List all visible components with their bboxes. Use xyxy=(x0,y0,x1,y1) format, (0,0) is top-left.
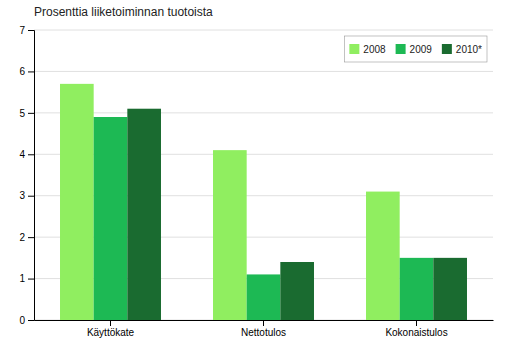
bar xyxy=(94,117,128,320)
legend: 2008 2009 2010* xyxy=(344,36,487,62)
legend-swatch xyxy=(442,44,452,54)
tick: 3 xyxy=(19,190,34,201)
tick-mark xyxy=(28,30,34,31)
series xyxy=(60,84,400,320)
tick-mark xyxy=(28,196,34,197)
legend-item: 2009 xyxy=(396,44,433,55)
bar xyxy=(247,274,281,320)
tick-mark xyxy=(28,71,34,72)
bar xyxy=(60,84,94,320)
legend-frame xyxy=(344,36,487,62)
y-axis: 0 1 2 3 4 5 6 7 xyxy=(19,25,34,326)
tick-mark xyxy=(28,279,34,280)
tick-label: Käyttökate xyxy=(87,327,135,338)
tick-label: 0 xyxy=(19,315,25,326)
bar xyxy=(213,150,247,320)
tick-label: Nettotulos xyxy=(241,327,286,338)
tick: 6 xyxy=(19,66,34,77)
tick: 5 xyxy=(19,108,34,119)
tick-label: 4 xyxy=(19,149,25,160)
tick-label: 6 xyxy=(19,66,25,77)
legend-swatch xyxy=(396,44,406,54)
tick: 0 xyxy=(19,315,34,326)
tick-label: 2 xyxy=(19,232,25,243)
tick-label: 5 xyxy=(19,108,25,119)
grid-line xyxy=(34,71,493,72)
tick: Nettotulos xyxy=(241,320,286,338)
tick-mark xyxy=(28,237,34,238)
bar xyxy=(280,262,314,320)
x-axis: Käyttökate Nettotulos Kokonaistulos xyxy=(35,320,494,338)
axis-line xyxy=(28,31,35,321)
tick: 4 xyxy=(19,149,34,160)
tick-mark xyxy=(263,320,264,326)
chart: Käyttökate Nettotulos Kokonaistulos 0 1 2 3 4 5 6… xyxy=(0,0,507,348)
tick-label: Kokonaistulos xyxy=(385,327,447,338)
tick: 1 xyxy=(19,273,34,284)
tick-label: 1 xyxy=(19,273,25,284)
bar xyxy=(400,258,434,320)
legend-item: 2008 xyxy=(349,44,386,55)
plot: Käyttökate Nettotulos Kokonaistulos 0 1 2 3 4 5 6… xyxy=(19,25,493,338)
bars xyxy=(60,84,467,320)
grid-line xyxy=(34,30,493,31)
legend-swatch xyxy=(349,44,359,54)
tick-mark xyxy=(28,113,34,114)
tick-mark xyxy=(416,320,417,326)
tick: Käyttökate xyxy=(87,320,135,338)
tick-mark xyxy=(110,320,111,326)
bar xyxy=(433,258,467,320)
legend-label: 2009 xyxy=(410,44,433,55)
tick-label: 3 xyxy=(19,190,25,201)
tick: 7 xyxy=(19,25,34,36)
tick: 2 xyxy=(19,232,34,243)
legend-item: 2010* xyxy=(442,44,482,55)
bar xyxy=(366,192,400,320)
series xyxy=(127,109,467,320)
legend-label: 2010* xyxy=(456,44,482,55)
grid xyxy=(34,30,493,320)
legend-label: 2008 xyxy=(363,44,386,55)
title: Prosenttia liiketoiminnan tuotoista xyxy=(34,5,213,19)
tick: Kokonaistulos xyxy=(385,320,447,338)
bar xyxy=(127,109,161,320)
grid-line xyxy=(34,112,493,113)
tick-mark xyxy=(28,154,34,155)
tick-label: 7 xyxy=(19,25,25,36)
tick-mark xyxy=(28,320,34,321)
